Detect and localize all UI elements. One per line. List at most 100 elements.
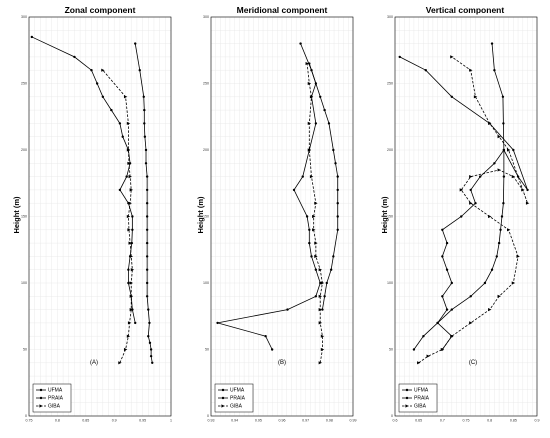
data-point: [502, 202, 505, 205]
data-point: [502, 148, 506, 152]
y-tick-label: 100: [203, 281, 209, 285]
data-point: [450, 334, 454, 338]
data-point: [469, 321, 473, 325]
data-point: [450, 281, 453, 285]
panel-title-vertical: Vertical component: [426, 5, 505, 15]
data-point: [474, 202, 477, 205]
data-point: [126, 214, 131, 219]
panel-title-zonal: Zonal component: [65, 5, 136, 15]
data-point: [336, 202, 339, 205]
y-axis-label-zonal: Height (m): [12, 196, 21, 234]
data-point: [307, 148, 312, 152]
data-point: [314, 122, 318, 125]
data-point: [445, 241, 449, 245]
x-tick-label: 0.75: [463, 419, 470, 423]
data-point: [148, 341, 152, 345]
y-tick-label: 100: [21, 281, 27, 285]
x-tick-label: 0.96: [279, 419, 286, 423]
data-point: [483, 281, 487, 285]
y-tick-label: 300: [21, 15, 27, 19]
data-point: [319, 95, 322, 99]
panel-1: 0.75 0.8 0.85 0.9 0.95 1 0 50 100 150 200 250 300 (A)…: [21, 15, 172, 422]
data-point: [426, 354, 430, 358]
y-axis-label-meridional: Height (m): [196, 196, 205, 234]
legend-marker: [405, 388, 409, 392]
data-point: [129, 254, 134, 258]
data-point: [459, 188, 464, 192]
x-tick-label: 0.85: [510, 419, 517, 423]
data-point: [497, 168, 501, 172]
data-point: [307, 121, 312, 125]
data-point: [134, 321, 137, 325]
data-point: [336, 228, 339, 231]
series-praia: [398, 55, 529, 351]
data-point: [143, 108, 146, 112]
data-point: [309, 175, 314, 179]
data-point: [312, 214, 316, 219]
data-point: [329, 268, 333, 271]
data-point: [502, 175, 506, 178]
data-point: [126, 148, 131, 152]
series-praia: [216, 62, 322, 351]
data-point: [101, 68, 105, 72]
y-tick-label: 50: [23, 348, 27, 352]
data-point: [151, 361, 154, 364]
data-point: [130, 268, 135, 272]
data-point: [334, 162, 337, 165]
data-point: [149, 354, 153, 358]
panel-letter: (C): [469, 360, 477, 366]
data-point: [320, 281, 325, 285]
series-ufma: [134, 42, 154, 364]
data-point: [445, 308, 449, 311]
data-point: [501, 95, 505, 99]
data-point: [422, 335, 425, 338]
data-point: [318, 321, 323, 325]
data-point: [525, 201, 530, 205]
data-point: [143, 135, 147, 138]
data-point: [469, 175, 473, 179]
data-point: [521, 188, 525, 192]
data-point: [460, 215, 463, 218]
data-point: [129, 188, 134, 192]
legend-marker: [39, 388, 43, 392]
x-tick-label: 0.8: [487, 419, 492, 423]
data-point: [305, 61, 309, 66]
data-point: [502, 122, 505, 125]
data-point: [145, 255, 149, 258]
data-point: [323, 108, 326, 112]
series-ufma: [412, 42, 506, 351]
data-point: [129, 294, 134, 298]
data-point: [497, 294, 501, 298]
data-point: [469, 68, 473, 72]
data-point: [314, 254, 318, 258]
data-point: [493, 69, 496, 72]
x-tick-label: 0.95: [255, 419, 262, 423]
data-point: [126, 121, 131, 125]
data-point: [138, 69, 141, 72]
y-tick-label: 50: [389, 348, 393, 352]
x-tick-label: 0.97: [302, 419, 309, 423]
data-point: [441, 295, 444, 298]
x-tick-label: 0.93: [208, 419, 215, 423]
grid: [28, 16, 172, 417]
data-point: [450, 95, 453, 99]
data-point: [511, 175, 516, 179]
legend-marker: [405, 396, 409, 400]
data-point: [412, 348, 416, 351]
data-point: [424, 69, 427, 72]
data-point: [129, 281, 134, 285]
data-point: [473, 95, 478, 99]
data-point: [123, 95, 128, 99]
data-point: [417, 361, 421, 365]
data-point: [216, 321, 219, 325]
data-point: [131, 215, 134, 218]
x-tick-label: 0.94: [231, 419, 238, 423]
data-point: [145, 295, 149, 298]
x-tick-label: 0.9: [535, 419, 540, 423]
legend-marker: [221, 388, 225, 392]
y-tick-label: 150: [203, 215, 209, 219]
data-point: [398, 55, 401, 59]
y-tick-label: 0: [25, 414, 27, 418]
data-point: [450, 55, 454, 59]
